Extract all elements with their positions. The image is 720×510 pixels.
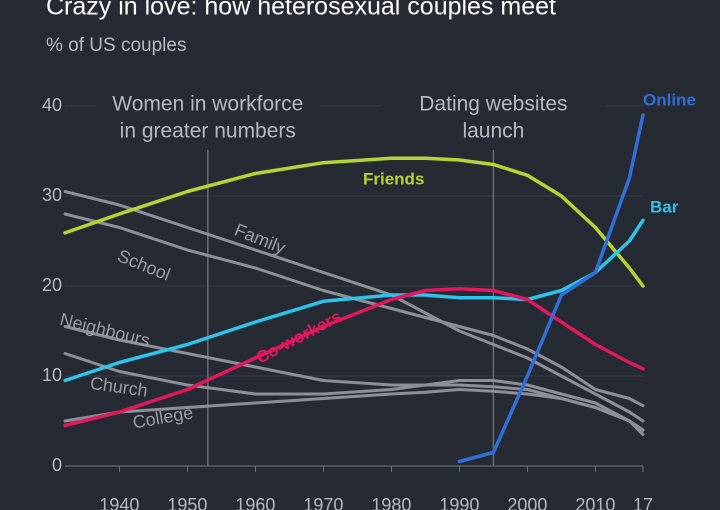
x-tick-label: 1990 [439,495,479,510]
x-tick-label: 1950 [167,495,207,510]
chart-subtitle: % of US couples [46,35,186,56]
annotation-bg [381,90,606,148]
x-tick-label: 17 [633,495,653,510]
x-tick-label: 2010 [575,495,615,510]
series-label: College [131,402,195,432]
x-tick-label: 2000 [507,495,547,510]
series-line [457,113,645,464]
y-tick-label: 20 [42,275,62,295]
x-tick-label: 1970 [303,495,343,510]
y-tick-label: 10 [42,365,62,385]
annotation-bg [95,90,320,148]
annotation-text: launch [462,120,524,143]
series-line [63,190,645,423]
series-label: Co-workers [253,307,345,368]
x-tick-label: 1940 [99,495,139,510]
annotation-text: Women in workforce [112,93,303,116]
series-line [63,286,645,428]
annotation-text: Dating websites [419,93,567,116]
series-label: Friends [363,169,424,188]
chart-title: Crazy in love: how heterosexual couples … [46,0,556,21]
series-line [63,388,645,432]
y-tick-label: 40 [42,95,62,115]
series-label: School [115,246,174,285]
series-label: Online [643,90,696,109]
series-line [63,218,645,383]
series-line [63,156,645,288]
series-label: Neighbours [58,309,152,351]
y-tick-label: 0 [52,455,62,475]
y-tick-label: 30 [42,185,62,205]
x-tick-label: 1980 [371,495,411,510]
annotation-text: in greater numbers [120,120,296,143]
x-tick-label: 1960 [235,495,275,510]
series-line [63,352,645,436]
series-label: Bar [650,197,679,216]
